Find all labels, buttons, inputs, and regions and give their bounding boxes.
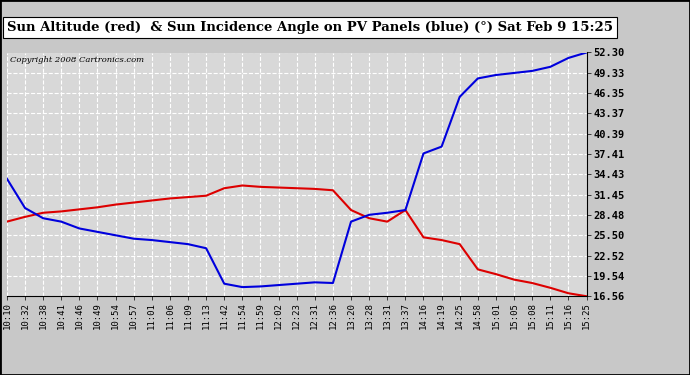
Text: Sun Altitude (red)  & Sun Incidence Angle on PV Panels (blue) (°) Sat Feb 9 15:2: Sun Altitude (red) & Sun Incidence Angle… (7, 21, 613, 34)
Text: Copyright 2008 Cartronics.com: Copyright 2008 Cartronics.com (10, 56, 144, 64)
